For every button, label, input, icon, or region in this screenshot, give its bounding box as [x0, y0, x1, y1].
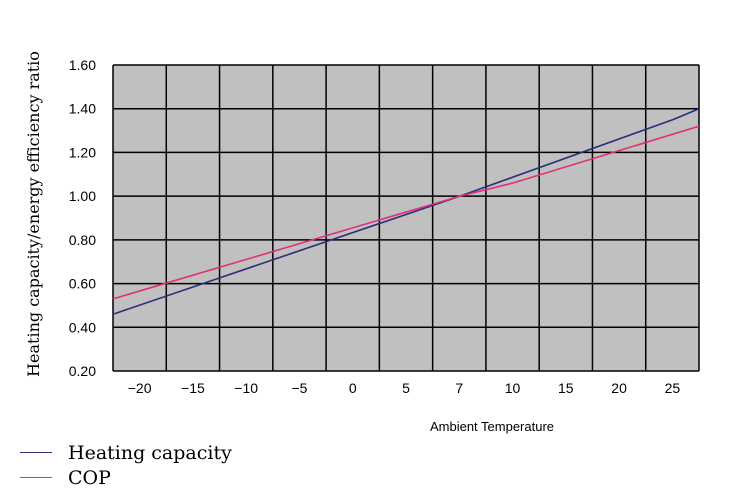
y-axis-label: Heating capacity/energy efficiency ratio	[24, 51, 43, 377]
series-lines	[112, 107, 700, 315]
legend-label-heating-capacity: Heating capacity	[68, 441, 232, 464]
y-tick-label: 0.80	[69, 232, 96, 248]
series-line-heating-capacity	[112, 107, 700, 315]
legend-item-heating-capacity: Heating capacity	[20, 440, 232, 465]
legend: Heating capacity COP	[20, 440, 232, 490]
x-axis-label: Ambient Temperature	[430, 419, 554, 434]
grid	[112, 64, 700, 372]
x-tick-label: 5	[402, 380, 410, 396]
legend-swatch-heating-capacity	[20, 452, 52, 453]
legend-item-cop: COP	[20, 465, 232, 490]
y-tick-label: 1.40	[69, 101, 96, 117]
x-tick-label: 0	[349, 380, 357, 396]
x-tick-label: 10	[505, 380, 521, 396]
x-tick-label: 20	[611, 380, 627, 396]
x-axis-ticks: −20 −15 −10 −5 0 5 7 10 15 20 25	[128, 380, 681, 396]
x-tick-label: 15	[558, 380, 574, 396]
y-tick-label: 1.20	[69, 144, 96, 160]
legend-label-cop: COP	[68, 466, 111, 489]
x-tick-label: −10	[234, 380, 258, 396]
plot-area	[113, 65, 699, 371]
x-tick-label: −15	[181, 380, 205, 396]
y-tick-label: 0.60	[69, 276, 96, 292]
y-axis-ticks: 0.20 0.40 0.60 0.80 1.00 1.20 1.40 1.60	[69, 57, 96, 379]
legend-swatch-cop	[20, 477, 52, 478]
x-tick-label: 7	[455, 380, 463, 396]
series-line-cop	[112, 125, 700, 300]
x-tick-label: −20	[128, 380, 152, 396]
y-tick-label: 0.40	[69, 319, 96, 335]
x-tick-label: −5	[291, 380, 307, 396]
y-tick-label: 0.20	[69, 363, 96, 379]
x-tick-label: 25	[665, 380, 681, 396]
y-tick-label: 1.60	[69, 57, 96, 73]
y-tick-label: 1.00	[69, 188, 96, 204]
